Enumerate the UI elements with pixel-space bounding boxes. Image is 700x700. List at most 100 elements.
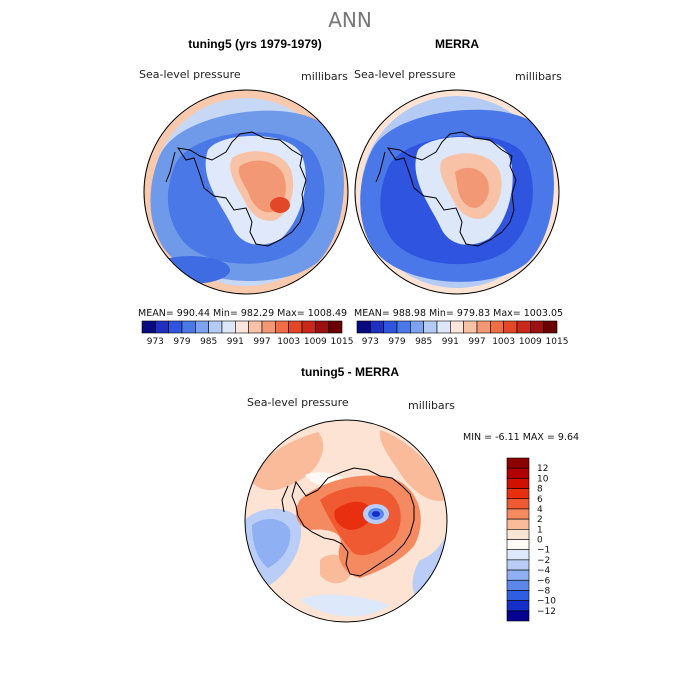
diff-colorbar-swatch — [506, 569, 530, 581]
model-trough-deep — [150, 256, 230, 284]
diff-colorbar-tick-label: 4 — [537, 505, 543, 515]
model-colorbar-swatch — [288, 320, 303, 334]
obs-colorbar-swatch — [410, 320, 424, 334]
model-colorbar-swatch — [195, 320, 209, 334]
obs-colorbar-swatch — [370, 320, 384, 334]
model-colorbar-swatch — [315, 320, 329, 334]
diff-colorbar-swatch — [506, 600, 530, 612]
obs-polar-map — [355, 90, 559, 294]
diff-units-label: millibars — [408, 399, 455, 412]
model-colorbar-tick-label: 973 — [147, 337, 164, 347]
obs-colorbar-tick-label: 1003 — [492, 337, 515, 347]
diff-polar-map — [245, 420, 447, 622]
diff-colorbar-swatch — [506, 467, 530, 479]
diff-coastline — [291, 467, 415, 577]
obs-colorbar-swatch — [503, 320, 518, 334]
model-coastline — [176, 131, 307, 247]
model-stats: MEAN= 990.44 Min= 982.29 Max= 1008.49 — [138, 308, 348, 319]
diff-peninsula-outline — [281, 485, 289, 513]
model-colorbar-tick-label: 997 — [253, 337, 270, 347]
model-colorbar-swatch — [235, 320, 249, 334]
obs-high-2 — [455, 167, 489, 208]
model-colorbar-tick-label: 991 — [227, 337, 244, 347]
obs-colorbar-tick-label: 1009 — [519, 337, 542, 347]
obs-colorbar-tick-label: 979 — [388, 337, 405, 347]
obs-colorbar-swatch — [436, 320, 451, 334]
obs-map-border — [354, 89, 560, 295]
diff-colorbar-swatch — [506, 579, 530, 591]
obs-peninsula-outline — [375, 151, 386, 183]
diff-colorbar-swatch — [506, 518, 530, 530]
model-colorbar-swatch — [248, 320, 263, 334]
obs-colorbar-swatch — [396, 320, 411, 334]
diff-colorbar-tick-label: 2 — [537, 515, 543, 525]
diff-colorbar-tick-label: 10 — [537, 474, 549, 484]
diff-colorbar-tick-label: −4 — [537, 566, 551, 576]
obs-colorbar-swatch — [423, 320, 438, 334]
obs-colorbar: 973 979 985 991 997 1003 1009 1015 — [356, 320, 569, 347]
diff-panel-title: tuning5 - MERRA — [301, 365, 399, 379]
diff-pos-nw — [379, 430, 446, 501]
obs-colorbar-tick-label: 1015 — [546, 337, 569, 347]
model-units-label: millibars — [301, 70, 348, 83]
obs-colorbar-swatch — [476, 320, 491, 334]
obs-colorbar-swatch — [530, 320, 544, 334]
diff-colorbar-swatch — [506, 498, 530, 510]
diff-variable-label: Sea-level pressure — [247, 396, 349, 409]
diff-low-plateau-core — [372, 511, 380, 517]
obs-panel-title: MERRA — [435, 37, 479, 51]
model-colorbar-swatch — [155, 320, 169, 334]
obs-stats: MEAN= 988.98 Min= 979.83 Max= 1003.05 — [354, 308, 564, 319]
diff-neg-west-core — [252, 518, 291, 568]
model-colorbar: 973 979 985 991 997 1003 1009 1015 — [141, 320, 354, 347]
obs-colorbar-swatch — [490, 320, 504, 334]
obs-colorbar-swatch — [383, 320, 398, 334]
obs-coastline — [386, 131, 517, 247]
obs-colorbar-swatch — [450, 320, 464, 334]
model-colorbar-swatch — [328, 320, 343, 334]
diff-colorbar-swatch — [506, 488, 530, 500]
diff-colorbar-swatch — [506, 529, 530, 540]
diff-map-border — [244, 419, 448, 623]
model-map-border — [143, 89, 349, 295]
diff-colorbar-swatch — [506, 539, 530, 550]
diff-colorbar-tick-label: 6 — [537, 495, 543, 505]
diff-colorbar-tick-label: −12 — [537, 607, 556, 617]
obs-units-label: millibars — [515, 70, 562, 83]
diff-stats: MIN = -6.11 MAX = 9.64 — [463, 432, 580, 443]
model-colorbar-tick-label: 979 — [173, 337, 190, 347]
model-peninsula-outline — [165, 151, 176, 183]
model-colorbar-tick-label: 1015 — [331, 337, 354, 347]
diff-colorbar-tick-label: −6 — [537, 576, 551, 586]
obs-colorbar-swatch — [463, 320, 478, 334]
obs-variable-label: Sea-level pressure — [354, 68, 456, 81]
diff-colorbar-tick-label: 1 — [537, 525, 543, 535]
model-high-3 — [270, 197, 290, 213]
diff-pos-ne — [250, 432, 324, 491]
model-colorbar-tick-label: 1003 — [277, 337, 300, 347]
diff-colorbar-tick-label: −10 — [537, 597, 556, 607]
diff-colorbar-tick-label: 8 — [537, 485, 543, 495]
diff-neg-south — [300, 594, 390, 617]
model-colorbar-swatch — [221, 320, 236, 334]
obs-colorbar-swatch — [543, 320, 558, 334]
main-title: ANN — [328, 8, 372, 32]
model-colorbar-swatch — [141, 320, 156, 334]
model-colorbar-swatch — [261, 320, 276, 334]
model-colorbar-swatch — [275, 320, 289, 334]
model-colorbar-swatch — [208, 320, 223, 334]
model-polar-map — [144, 90, 348, 294]
obs-colorbar-swatch — [516, 320, 531, 334]
model-colorbar-tick-label: 985 — [200, 337, 217, 347]
diff-neg-east — [412, 528, 447, 600]
model-panel-title: tuning5 (yrs 1979-1979) — [188, 37, 322, 51]
obs-colorbar-tick-label: 973 — [362, 337, 379, 347]
diff-colorbar-tick-label: −8 — [537, 586, 551, 596]
diff-colorbar-swatch — [506, 478, 530, 489]
model-colorbar-swatch — [301, 320, 316, 334]
obs-colorbar-tick-label: 997 — [468, 337, 485, 347]
diff-colorbar-swatch — [506, 610, 530, 622]
diff-colorbar-swatch — [506, 457, 530, 469]
